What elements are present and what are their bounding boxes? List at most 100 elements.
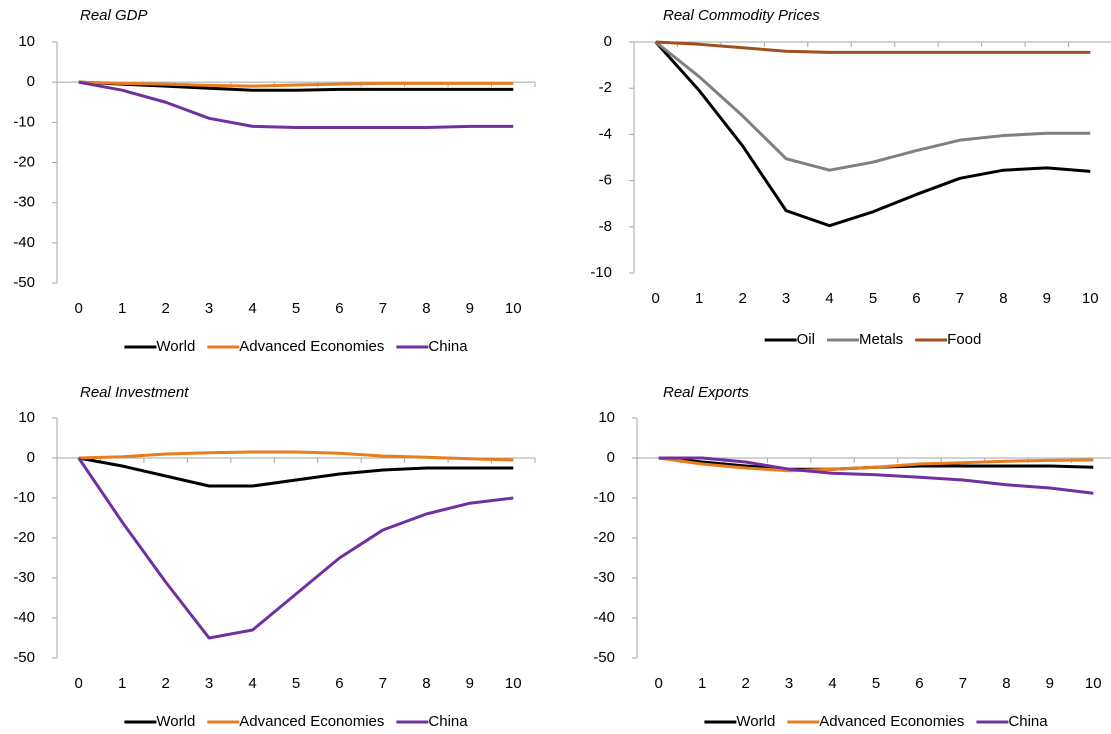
x-tick-label: 6 — [335, 300, 343, 317]
series-line — [78, 456, 514, 488]
series-line — [78, 80, 514, 92]
x-tick-label: 8 — [999, 290, 1007, 307]
legend-label: China — [428, 713, 468, 730]
legend-label: World — [156, 713, 195, 730]
y-tick-label: -10 — [593, 489, 615, 506]
y-tick-label: -30 — [13, 569, 35, 586]
x-tick-label: 0 — [652, 290, 660, 307]
x-tick-label: 7 — [959, 675, 967, 692]
series-line — [654, 40, 1091, 172]
series-line — [78, 80, 514, 88]
y-tick-label: -40 — [13, 234, 35, 251]
y-tick-label: -8 — [599, 218, 612, 235]
series-line — [78, 80, 514, 130]
x-tick-label: 2 — [161, 300, 169, 317]
y-tick-label: -40 — [593, 609, 615, 626]
x-tick-label: 10 — [505, 675, 522, 692]
x-tick-label: 3 — [205, 675, 213, 692]
x-tick-label: 6 — [912, 290, 920, 307]
x-tick-label: 5 — [872, 675, 880, 692]
legend-label: Advanced Economies — [239, 338, 384, 355]
x-tick-label: 1 — [698, 675, 706, 692]
x-tick-label: 5 — [292, 675, 300, 692]
y-tick-label: 10 — [18, 33, 35, 50]
legend: World Advanced Economies China — [704, 713, 1048, 730]
x-tick-label: 9 — [1046, 675, 1054, 692]
x-tick-label: 2 — [161, 675, 169, 692]
x-tick-label: 0 — [75, 300, 83, 317]
x-tick-label: 1 — [118, 300, 126, 317]
y-tick-label: 10 — [598, 409, 615, 426]
chart-title: Real GDP — [80, 7, 148, 24]
y-tick-label: -30 — [593, 569, 615, 586]
chart-panel: Real GDP 10 0 -10 -20 -30 -40 -50 0 1 2 3 4 5 6 7 8 9 10 Wo… — [13, 7, 536, 355]
x-tick-label: 7 — [379, 675, 387, 692]
y-tick-label: 10 — [18, 409, 35, 426]
y-tick-label: -10 — [590, 264, 612, 281]
x-tick-label: 9 — [466, 300, 474, 317]
x-tick-label: 3 — [205, 300, 213, 317]
x-tick-label: 2 — [738, 290, 746, 307]
chart-panel: Real Commodity Prices 0 -2 -4 -6 -8 -10 0 1 2 3 4 5 6… — [590, 7, 1111, 348]
x-tick-label: 1 — [695, 290, 703, 307]
y-tick-label: -2 — [599, 79, 612, 96]
x-tick-label: 7 — [379, 300, 387, 317]
y-tick-label: 0 — [27, 73, 35, 90]
legend-label: World — [736, 713, 775, 730]
series-line — [78, 450, 514, 462]
chart-panel: Real Exports 10 0 -10 -20 -30 -40 -50 0 1 2 3 4 5 6 7 8 9… — [593, 384, 1111, 730]
y-tick-label: -50 — [13, 649, 35, 666]
x-tick-label: 4 — [825, 290, 833, 307]
y-tick-label: 0 — [607, 449, 615, 466]
y-tick-label: -20 — [13, 529, 35, 546]
legend-label: Metals — [859, 331, 903, 348]
x-tick-label: 10 — [1085, 675, 1102, 692]
x-tick-label: 10 — [505, 300, 522, 317]
x-tick-label: 4 — [248, 300, 256, 317]
x-tick-label: 4 — [828, 675, 836, 692]
y-tick-label: -4 — [599, 125, 612, 142]
x-tick-label: 3 — [785, 675, 793, 692]
series-line — [655, 40, 1091, 54]
legend-label: Food — [947, 331, 981, 348]
x-tick-label: 6 — [915, 675, 923, 692]
x-tick-label: 0 — [655, 675, 663, 692]
x-tick-label: 8 — [422, 300, 430, 317]
y-tick-label: -10 — [13, 489, 35, 506]
x-tick-label: 6 — [335, 675, 343, 692]
y-tick-label: -10 — [13, 113, 35, 130]
series-line — [658, 456, 1094, 473]
x-tick-label: 2 — [741, 675, 749, 692]
y-tick-label: -50 — [593, 649, 615, 666]
legend-label: China — [428, 338, 468, 355]
legend-label: Advanced Economies — [239, 713, 384, 730]
legend-label: Oil — [797, 331, 815, 348]
y-tick-label: -20 — [13, 153, 35, 170]
chart-panel: Real Investment 10 0 -10 -20 -30 -40 -50 0 1 2 3 4 5 6… — [13, 384, 536, 730]
y-tick-label: -20 — [593, 529, 615, 546]
legend-label: China — [1008, 713, 1048, 730]
x-tick-label: 4 — [248, 675, 256, 692]
legend-label: World — [156, 338, 195, 355]
y-tick-label: -6 — [599, 172, 612, 189]
x-tick-label: 10 — [1082, 290, 1099, 307]
legend: World Advanced Economies China — [124, 713, 468, 730]
series-line — [658, 456, 1094, 495]
y-tick-label: 0 — [604, 33, 612, 50]
legend-label: Advanced Economies — [819, 713, 964, 730]
x-tick-label: 8 — [1002, 675, 1010, 692]
x-tick-label: 0 — [75, 675, 83, 692]
chart-title: Real Commodity Prices — [663, 7, 820, 24]
x-tick-label: 3 — [782, 290, 790, 307]
chart-title: Real Investment — [80, 384, 189, 401]
legend: Oil Metals Food — [764, 331, 981, 348]
series-line — [654, 40, 1091, 228]
chart-title: Real Exports — [663, 384, 749, 401]
y-tick-label: 0 — [27, 449, 35, 466]
y-tick-label: -50 — [13, 274, 35, 291]
x-tick-label: 9 — [466, 675, 474, 692]
x-tick-label: 7 — [956, 290, 964, 307]
y-tick-label: -30 — [13, 194, 35, 211]
